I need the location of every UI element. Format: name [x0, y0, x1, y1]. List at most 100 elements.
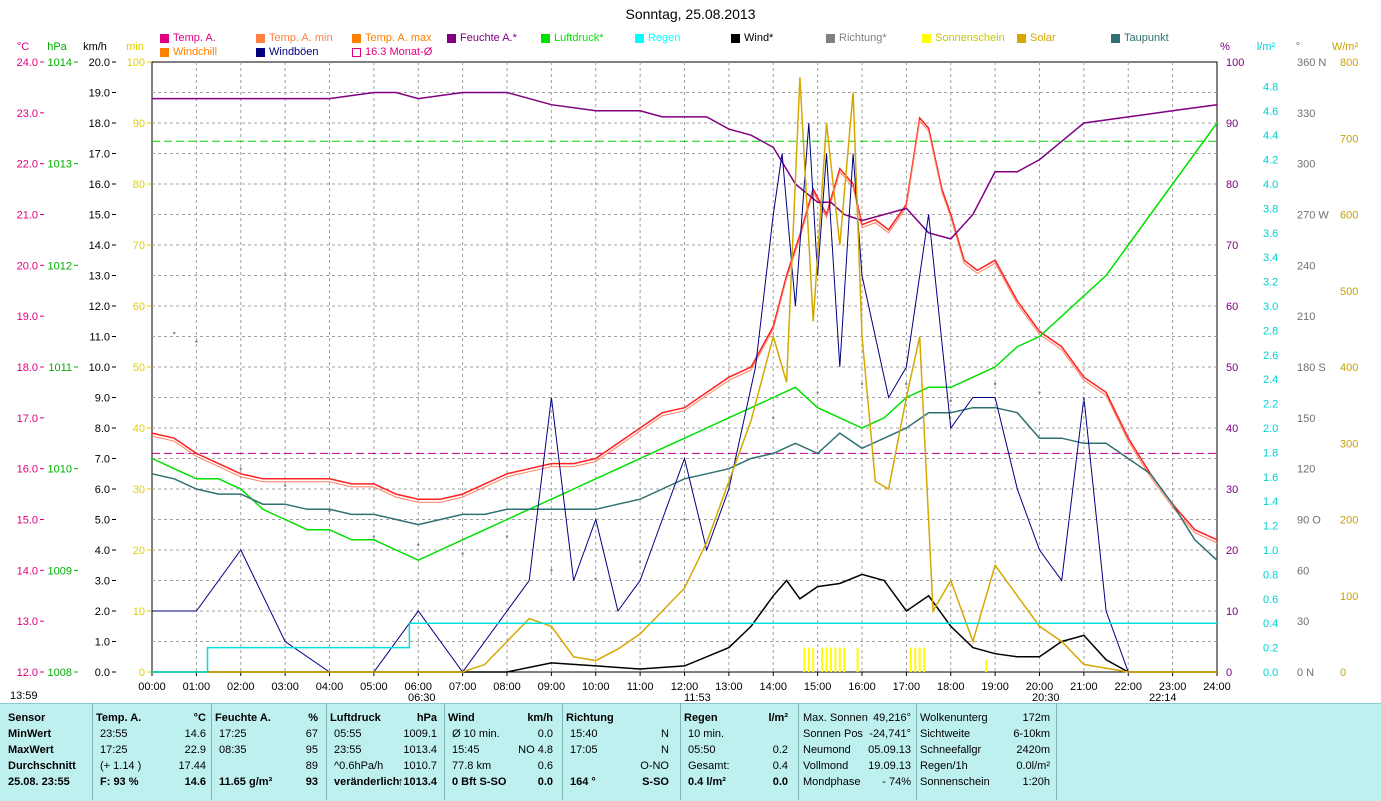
stats-col-unit: hPa	[416, 712, 437, 724]
legend-swatch	[256, 33, 265, 43]
x-tick-label: 10:00	[582, 681, 610, 693]
series-richtung-point	[461, 552, 464, 555]
stats-separator	[680, 703, 681, 800]
rain-tick-label: 1.2	[1263, 521, 1278, 533]
legend-swatch	[922, 33, 931, 43]
legend-item: Sonnenschein	[922, 32, 1005, 44]
series-sonnenschein-bar	[914, 647, 917, 672]
stats-col-header: Richtung	[566, 712, 614, 724]
humidity-tick-label: 40	[1226, 423, 1238, 435]
legend-item: Windböen	[256, 46, 319, 58]
rain-tick-label: 4.6	[1263, 106, 1278, 118]
stats-astro-label: Mondphase	[803, 776, 861, 788]
sunshine-tick-label: 0	[139, 667, 145, 679]
wind-tick-label: 7.0	[95, 454, 110, 466]
moon-time: 22:14	[1149, 692, 1177, 704]
stats-col-header: Luftdruck	[330, 712, 381, 724]
wind-tick-label: 16.0	[89, 179, 110, 191]
series-richtung-point	[1038, 391, 1041, 394]
stats-weather-value: 172m	[1022, 712, 1050, 724]
pressure-tick-label: 1010	[48, 464, 72, 476]
rain-tick-label: 1.0	[1263, 545, 1278, 557]
temp-tick-label: 15.0	[17, 515, 38, 527]
humidity-tick-label: 90	[1226, 118, 1238, 130]
x-tick-label: 01:00	[183, 681, 211, 693]
stats-astro-value: - 74%	[882, 776, 911, 788]
stats-value: 0.2	[772, 744, 788, 756]
series-temp-min-line	[151, 119, 1218, 544]
stats-separator	[444, 703, 445, 800]
series-richtung-point	[505, 535, 509, 538]
legend-label: 16.3 Monat-Ø	[365, 46, 433, 58]
x-tick-label: 07:00	[449, 681, 477, 693]
stats-value: 0.0	[772, 776, 788, 788]
stats-separator	[916, 703, 917, 800]
sunshine-tick-label: 20	[133, 545, 145, 557]
temp-tick-label: 19.0	[17, 311, 38, 323]
direction-tick-label: 60	[1297, 565, 1309, 577]
stats-cell: 17:05	[570, 744, 598, 756]
rain-tick-label: 3.4	[1263, 252, 1278, 264]
stats-row-label: 25.08. 23:55	[8, 776, 70, 788]
legend-label: Sonnenschein	[935, 32, 1005, 44]
direction-tick-label: 210	[1297, 311, 1315, 323]
temp-tick-label: 21.0	[17, 210, 38, 222]
stats-weather-value: 0.0l/m²	[1016, 760, 1050, 772]
x-tick-label: 22:00	[1114, 681, 1142, 693]
x-tick-label: 11:00	[627, 681, 654, 693]
rain-tick-label: 0.2	[1263, 643, 1278, 655]
temp-unit: °C	[17, 41, 29, 53]
wind-unit: km/h	[83, 41, 107, 53]
legend-label: Regen	[648, 32, 681, 44]
series-richtung-point	[816, 391, 819, 394]
stats-value: 1013.4	[403, 744, 437, 756]
direction-tick-label: 30	[1297, 616, 1309, 628]
sunshine-tick-label: 10	[133, 606, 145, 618]
stats-value: 1009.1	[403, 728, 437, 740]
series-richtung-point	[638, 560, 642, 564]
legend-item: Feuchte A.*	[447, 32, 517, 44]
series-richtung-point	[993, 382, 997, 386]
series-richtung-point	[772, 416, 775, 420]
wind-tick-label: 13.0	[89, 271, 110, 283]
stats-cell: 0 Bft S-SO	[452, 776, 507, 788]
series-richtung-point	[949, 399, 952, 403]
stats-weather-label: Schneefallgr	[920, 744, 982, 756]
series-richtung-point	[328, 509, 331, 513]
stats-weather-label: Sichtweite	[920, 728, 971, 740]
x-tick-label: 19:00	[981, 681, 1009, 693]
series-sonnenschein-bar	[807, 647, 810, 672]
humidity-tick-label: 10	[1226, 606, 1238, 618]
series-sonnenschein-bar	[838, 647, 841, 672]
series-luftdruck-line	[151, 122, 1218, 562]
direction-tick-label: 330	[1297, 108, 1315, 120]
stats-weather-label: Sonnenschein	[920, 776, 990, 788]
legend-swatch	[352, 47, 361, 57]
stats-separator	[92, 703, 93, 800]
series-richtung-point	[905, 382, 908, 386]
series-solar-line	[152, 77, 1217, 673]
x-tick-label: 13:00	[715, 681, 743, 693]
humidity-unit: %	[1220, 41, 1230, 53]
wind-tick-label: 0.0	[95, 667, 110, 679]
legend-label: Solar	[1030, 32, 1056, 44]
series-taupunkt-line	[151, 406, 1218, 561]
series-richtung-point	[594, 577, 597, 581]
legend-label: Temp. A. min	[269, 32, 333, 44]
legend-label: Temp. A.	[173, 32, 216, 44]
stats-astro-value: 49,216°	[872, 712, 911, 724]
stats-value: 14.6	[184, 776, 206, 788]
stats-col-header: Wind	[448, 712, 475, 724]
rain-tick-label: 1.4	[1263, 496, 1278, 508]
stats-astro-label: Max. Sonnen	[803, 712, 868, 724]
pressure-unit: hPa	[47, 41, 67, 53]
series-sonnenschein-bar	[918, 647, 921, 672]
wind-tick-label: 10.0	[89, 362, 110, 374]
stats-weather-label: Regen/1h	[920, 760, 968, 772]
humidity-tick-label: 0	[1226, 667, 1232, 679]
series-sonnenschein-bar	[803, 647, 806, 672]
series-richtung-point	[1082, 399, 1086, 403]
stats-value: 93	[305, 776, 318, 788]
legend-label: Richtung*	[839, 32, 887, 44]
stats-cell: 23:55	[100, 728, 128, 740]
